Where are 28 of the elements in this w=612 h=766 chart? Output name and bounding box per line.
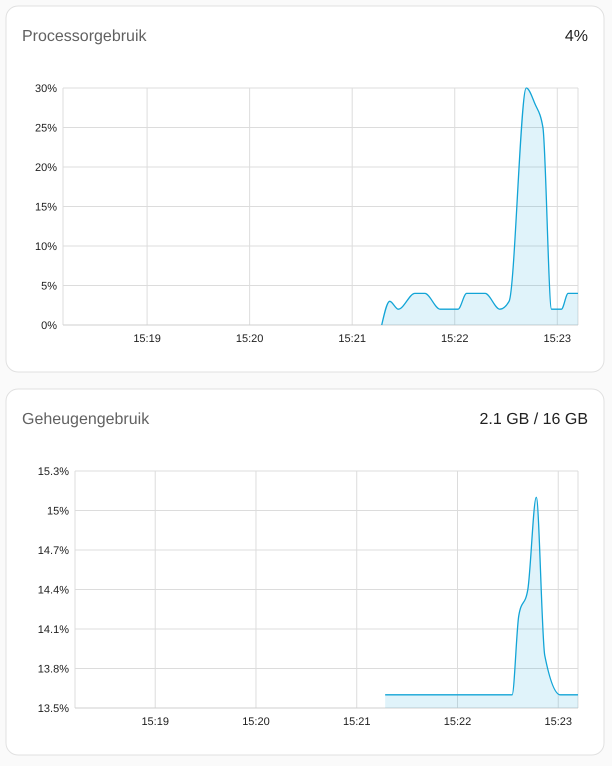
chart-subtitle: 2.1 GB / 16 GB <box>480 411 588 428</box>
x-tick-label: 15:19 <box>133 333 161 345</box>
y-tick-label: 14.7% <box>38 544 70 557</box>
y-tick-label: 15% <box>34 201 58 214</box>
x-tick-label: 15:20 <box>236 333 264 345</box>
x-tick-label: 15:22 <box>444 716 472 728</box>
x-tick-label: 15:22 <box>440 333 469 345</box>
x-tick-label: 15:23 <box>544 333 572 345</box>
y-tick-label: 14.4% <box>38 584 70 596</box>
chart-title: Processorgebruik <box>22 28 148 45</box>
y-tick-label: 13.8% <box>38 663 70 676</box>
y-tick-label: 30% <box>34 82 58 95</box>
y-tick-label: 13.5% <box>38 702 70 715</box>
y-tick-label: 20% <box>34 162 58 174</box>
y-tick-label: 14.1% <box>38 624 70 636</box>
chart-subtitle: 4% <box>564 28 588 45</box>
chart-title: Geheugengebruik <box>22 411 150 428</box>
x-tick-label: 15:21 <box>342 716 370 728</box>
x-tick-label: 15:23 <box>544 716 572 728</box>
y-tick-label: 0% <box>41 320 58 332</box>
y-tick-label: 25% <box>34 122 58 134</box>
y-tick-label: 15% <box>46 505 70 518</box>
y-tick-label: 10% <box>34 240 58 253</box>
y-tick-label: 5% <box>41 280 58 292</box>
x-tick-label: 15:19 <box>141 716 169 728</box>
x-tick-label: 15:21 <box>338 333 366 345</box>
y-tick-label: 15.3% <box>38 466 70 478</box>
x-tick-label: 15:20 <box>242 716 270 728</box>
